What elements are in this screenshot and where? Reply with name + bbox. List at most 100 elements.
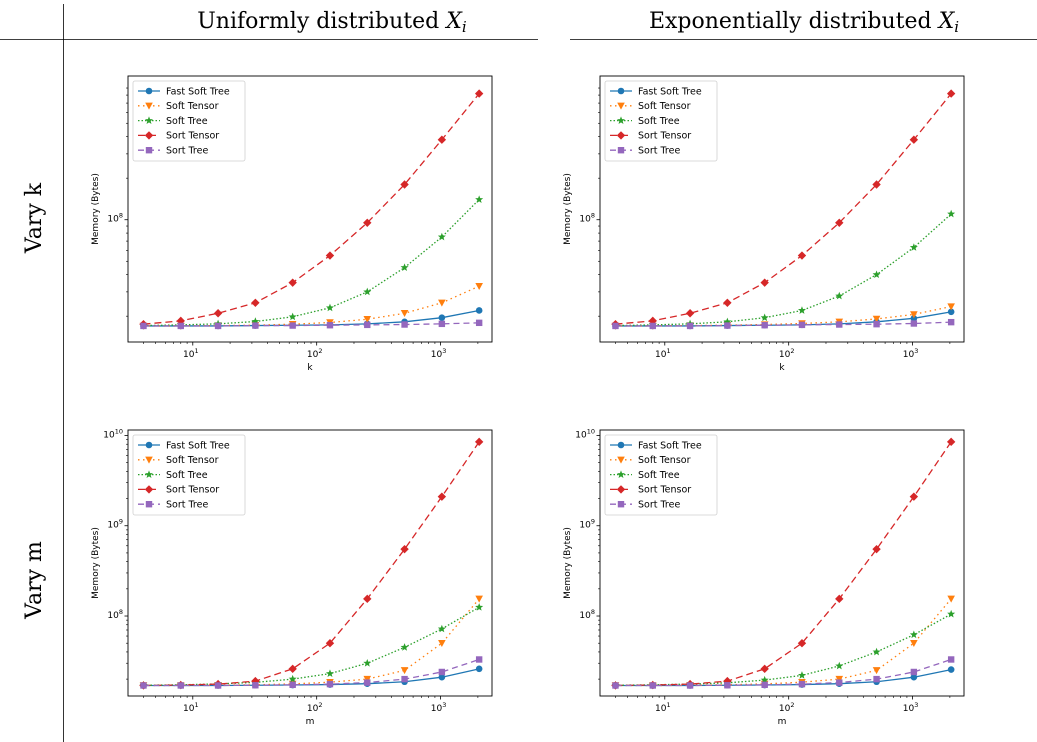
data-point xyxy=(363,316,372,324)
series-soft-tree xyxy=(139,603,484,689)
y-tick-label: 109 xyxy=(107,518,123,531)
legend-label: Soft Tree xyxy=(638,116,680,127)
data-point xyxy=(649,682,656,689)
data-point xyxy=(947,318,955,326)
legend-marker xyxy=(617,456,625,464)
data-point xyxy=(252,682,259,689)
data-point xyxy=(438,320,446,328)
data-point xyxy=(475,603,484,611)
data-point xyxy=(723,298,732,308)
x-tick-label: 102 xyxy=(307,347,323,360)
data-point xyxy=(140,322,147,330)
legend-marker xyxy=(145,441,153,449)
data-point xyxy=(760,664,769,674)
data-point xyxy=(363,287,372,296)
series-soft-tensor xyxy=(139,595,483,690)
data-point xyxy=(288,278,297,287)
legend-label: Sort Tensor xyxy=(166,485,219,496)
data-point xyxy=(474,89,484,98)
data-point xyxy=(760,313,769,322)
data-point xyxy=(475,319,483,327)
data-point xyxy=(797,306,806,314)
data-point xyxy=(251,317,260,325)
data-point xyxy=(288,664,297,674)
legend-marker xyxy=(616,485,626,494)
legend-box xyxy=(604,434,718,516)
y-tick-label: 108 xyxy=(579,608,595,621)
legend-marker xyxy=(145,147,153,154)
y-axis-label: Memory (Bytes) xyxy=(563,527,573,599)
y-axis-label: Memory (Bytes) xyxy=(91,173,101,245)
x-tick-label: 102 xyxy=(779,347,795,360)
data-point xyxy=(438,668,446,676)
series-soft-tree xyxy=(611,609,956,689)
data-point xyxy=(761,681,768,688)
series-sort-tree xyxy=(612,318,955,330)
legend-label: Fast Soft Tree xyxy=(638,86,702,97)
x-axis-label: m xyxy=(778,717,787,727)
legend-label: Sort Tensor xyxy=(638,485,691,496)
data-point xyxy=(910,668,918,676)
legend-label: Sort Tensor xyxy=(638,131,691,142)
data-point xyxy=(648,316,657,326)
data-point xyxy=(325,251,335,260)
data-point xyxy=(910,315,918,322)
data-point xyxy=(761,322,768,329)
legend-marker xyxy=(617,102,625,110)
x-tick-label: 101 xyxy=(655,347,671,360)
data-point xyxy=(289,322,296,329)
data-point xyxy=(685,309,695,318)
legend-box xyxy=(132,80,246,162)
legend-label: Sort Tree xyxy=(638,146,680,157)
column-header-uniform: Uniformly distributed Xi xyxy=(197,9,467,36)
legend-label: Fast Soft Tree xyxy=(638,440,702,451)
series-line xyxy=(143,322,480,327)
data-point xyxy=(400,263,409,271)
legend: Fast Soft Tree Soft Tensor Soft Tree Sort T… xyxy=(132,434,246,516)
data-point xyxy=(835,594,844,604)
data-point xyxy=(612,682,619,689)
series-line xyxy=(143,199,480,327)
x-tick-label: 103 xyxy=(903,701,919,714)
data-point xyxy=(177,682,184,689)
data-point xyxy=(724,322,731,329)
data-point xyxy=(946,437,956,447)
legend-marker xyxy=(145,456,153,464)
data-point xyxy=(872,180,881,189)
data-point xyxy=(140,682,147,689)
chart-panel-4: 101 102 103 108 109 1010 m Memory (Bytes) Fast S… xyxy=(563,427,965,727)
series-sort-tensor xyxy=(611,89,956,329)
legend-marker xyxy=(145,87,153,95)
series-line xyxy=(143,285,480,327)
x-axis-label: k xyxy=(307,363,313,373)
data-point xyxy=(910,639,918,647)
plot-area xyxy=(611,437,956,690)
legend-label: Fast Soft Tree xyxy=(166,86,230,97)
data-point xyxy=(400,643,409,651)
series-line xyxy=(143,606,480,686)
legend-marker xyxy=(616,131,626,140)
series-line xyxy=(615,613,952,686)
series-line xyxy=(615,213,952,327)
axes-frame xyxy=(599,429,965,697)
x-tick-label: 101 xyxy=(183,701,199,714)
series-line xyxy=(615,598,952,687)
data-point xyxy=(252,322,259,329)
data-point xyxy=(326,322,334,329)
data-point xyxy=(475,665,483,673)
data-point xyxy=(325,669,334,678)
series-line xyxy=(615,658,952,687)
x-tick-label: 102 xyxy=(307,701,323,714)
column-header-exponential: Exponentially distributed Xi xyxy=(649,9,959,36)
legend-marker xyxy=(617,441,625,449)
legend: Fast Soft Tree Soft Tensor Soft Tree Sort T… xyxy=(604,80,718,162)
y-tick-label: 109 xyxy=(579,518,595,531)
data-point xyxy=(947,595,955,603)
data-point xyxy=(909,243,918,251)
data-point xyxy=(325,303,334,312)
data-point xyxy=(475,656,483,663)
data-point xyxy=(910,673,918,681)
legend: Fast Soft Tree Soft Tensor Soft Tree Sort T… xyxy=(604,434,718,516)
data-point xyxy=(686,682,694,689)
data-point xyxy=(909,135,919,144)
